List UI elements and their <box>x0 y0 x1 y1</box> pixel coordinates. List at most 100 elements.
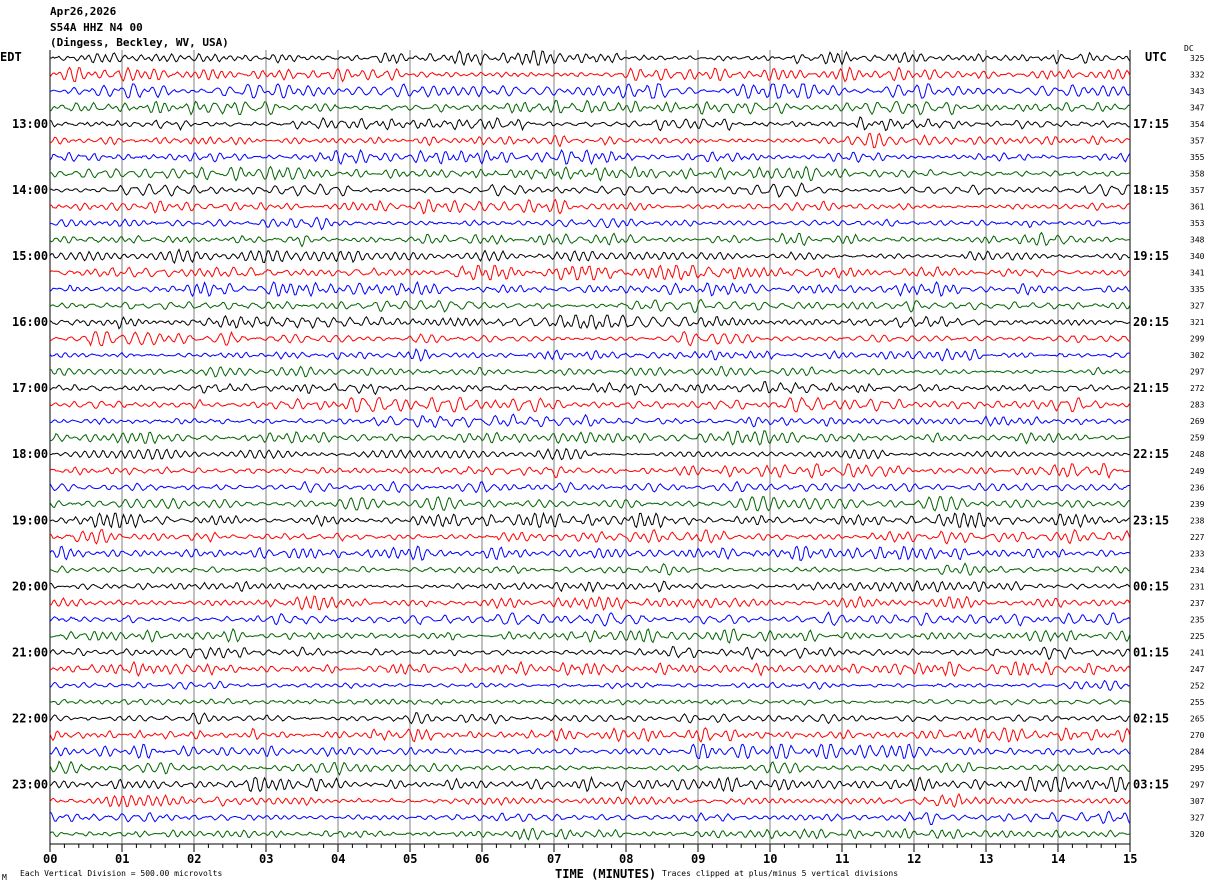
trace-row-9 <box>49 198 1131 215</box>
dc-value: 327 <box>1190 813 1205 822</box>
trace-row-12 <box>49 248 1131 265</box>
trace-row-0 <box>49 50 1131 67</box>
trace-row-33 <box>49 595 1131 611</box>
location-label: (Dingess, Beckley, WV, USA) <box>50 36 229 49</box>
edt-hour-label: 18:00 <box>12 447 48 461</box>
trace-row-6 <box>49 149 1131 166</box>
dc-value: 231 <box>1190 582 1205 591</box>
trace-row-1 <box>49 66 1131 83</box>
dc-value: 272 <box>1190 384 1205 393</box>
utc-hour-label: 01:15 <box>1133 645 1169 659</box>
trace-row-26 <box>49 480 1131 494</box>
dc-value: 332 <box>1190 71 1205 80</box>
x-tick-label: 02 <box>187 852 201 866</box>
dc-value: 343 <box>1190 87 1205 96</box>
scale-note: Each Vertical Division = 500.00 microvol… <box>20 869 222 878</box>
dc-value: 340 <box>1190 252 1205 261</box>
trace-row-3 <box>49 99 1131 116</box>
edt-hour-label: 20:00 <box>12 579 48 593</box>
trace-row-17 <box>49 330 1131 347</box>
edt-hour-label: 14:00 <box>12 183 48 197</box>
trace-row-19 <box>49 365 1131 378</box>
x-tick-label: 13 <box>979 852 993 866</box>
utc-hour-label: 03:15 <box>1133 777 1169 791</box>
utc-hour-label: 23:15 <box>1133 513 1169 527</box>
trace-row-42 <box>49 743 1131 760</box>
edt-hour-label: 22:00 <box>12 711 48 725</box>
x-tick-label: 00 <box>43 852 57 866</box>
utc-hour-label: 21:15 <box>1133 381 1169 395</box>
labels: 325 332 343 347 354 13:00 17:15 357 355 358 357 14:… <box>12 54 1205 839</box>
trace-row-39 <box>49 698 1131 706</box>
dc-value: 302 <box>1190 351 1205 360</box>
trace-row-29 <box>49 528 1131 545</box>
trace-row-45 <box>49 792 1131 808</box>
x-tick-label: 14 <box>1051 852 1065 866</box>
dc-value: 357 <box>1190 186 1205 195</box>
x-tick-label: 03 <box>259 852 273 866</box>
dc-value: 235 <box>1190 615 1205 624</box>
trace-row-8 <box>49 182 1131 198</box>
edt-hour-label: 19:00 <box>12 513 48 527</box>
trace-row-35 <box>49 627 1131 644</box>
dc-value: 299 <box>1190 335 1205 344</box>
dc-value: 297 <box>1190 780 1205 789</box>
x-tick-label: 11 <box>835 852 849 866</box>
dc-value: 255 <box>1190 698 1205 707</box>
trace-row-7 <box>49 165 1131 182</box>
trace-row-2 <box>49 83 1131 99</box>
edt-hour-label: 17:00 <box>12 381 48 395</box>
dc-value: 270 <box>1190 731 1205 740</box>
utc-hour-label: 20:15 <box>1133 315 1169 329</box>
dc-value: 348 <box>1190 236 1205 245</box>
dc-value: 320 <box>1190 830 1205 839</box>
trace-row-23 <box>49 430 1131 446</box>
dc-value: 347 <box>1190 104 1205 113</box>
x-tick-label: 05 <box>403 852 417 866</box>
edt-hour-label: 23:00 <box>12 777 48 791</box>
dc-value: 239 <box>1190 500 1205 509</box>
utc-hour-label: 02:15 <box>1133 711 1169 725</box>
trace-row-13 <box>49 264 1131 281</box>
dc-value: 353 <box>1190 219 1205 228</box>
dc-value: 361 <box>1190 203 1205 212</box>
dc-value: 227 <box>1190 533 1205 542</box>
date-label: Apr26,2026 <box>50 5 117 18</box>
dc-value: 341 <box>1190 269 1205 278</box>
dc-value: 295 <box>1190 764 1205 773</box>
trace-row-43 <box>49 760 1130 776</box>
dc-value: 325 <box>1190 54 1205 63</box>
trace-row-16 <box>49 314 1131 331</box>
x-tick-label: 07 <box>547 852 561 866</box>
dc-value: 236 <box>1190 483 1205 492</box>
trace-row-38 <box>49 679 1131 692</box>
dc-value: 358 <box>1190 170 1205 179</box>
trace-row-22 <box>49 413 1131 428</box>
trace-row-44 <box>49 775 1131 793</box>
trace-row-24 <box>50 447 1130 461</box>
trace-row-14 <box>49 280 1131 298</box>
corner-mark: M <box>2 873 7 882</box>
trace-row-27 <box>49 495 1131 512</box>
dc-value: 249 <box>1190 467 1205 476</box>
trace-row-32 <box>49 580 1131 593</box>
dc-value: 357 <box>1190 137 1205 146</box>
dc-value: 234 <box>1190 566 1205 575</box>
x-tick-label: 09 <box>691 852 705 866</box>
dc-value: 225 <box>1190 632 1205 641</box>
dc-value: 252 <box>1190 681 1205 690</box>
dc-value: 233 <box>1190 549 1205 558</box>
trace-row-4 <box>49 116 1131 132</box>
dc-value: 335 <box>1190 285 1205 294</box>
dc-value: 297 <box>1190 368 1205 377</box>
trace-row-10 <box>49 216 1131 231</box>
x-tick-label: 12 <box>907 852 921 866</box>
trace-row-46 <box>49 810 1131 825</box>
trace-row-40 <box>49 712 1131 725</box>
trace-row-25 <box>49 463 1131 480</box>
x-tick-label: 10 <box>763 852 777 866</box>
dc-value: 238 <box>1190 516 1205 525</box>
utc-hour-label: 19:15 <box>1133 249 1169 263</box>
station-label: S54A HHZ N4 00 <box>50 21 143 34</box>
